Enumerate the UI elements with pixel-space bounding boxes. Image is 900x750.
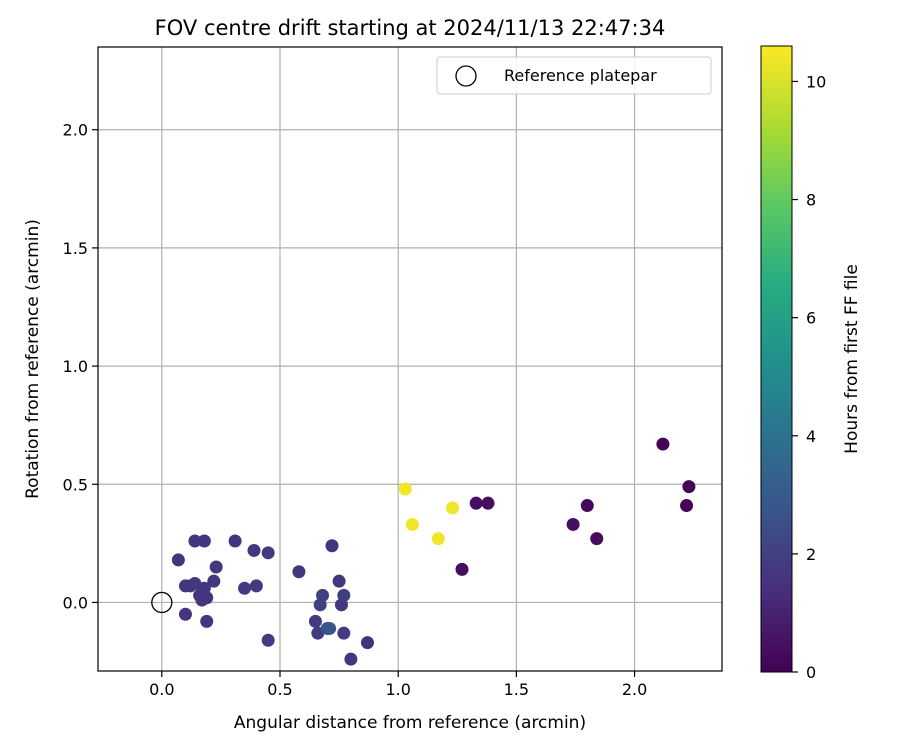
x-tick-label: 0.5 <box>267 680 292 699</box>
colorbar-gradient <box>760 45 793 673</box>
data-point <box>398 482 412 496</box>
data-point <box>171 553 185 567</box>
x-axis-ticks: 0.0 0.5 1.0 1.5 2.0 <box>149 671 647 699</box>
data-point <box>200 591 214 605</box>
data-point <box>292 565 306 579</box>
data-point <box>207 574 221 588</box>
data-point <box>590 532 604 546</box>
data-point <box>344 652 358 666</box>
data-point <box>566 517 580 531</box>
data-point <box>481 496 495 510</box>
data-point <box>247 543 261 557</box>
data-point <box>680 499 694 513</box>
data-point <box>360 636 374 650</box>
data-point <box>238 581 252 595</box>
colorbar-tick-label: 2 <box>806 545 816 564</box>
plot-area <box>98 47 722 671</box>
scatter-points <box>151 437 696 666</box>
data-point <box>337 626 351 640</box>
y-tick-label: 0.0 <box>63 593 88 612</box>
data-point <box>469 496 483 510</box>
y-tick-label: 2.0 <box>63 121 88 140</box>
y-tick-label: 0.5 <box>63 475 88 494</box>
chart-title: FOV centre drift starting at 2024/11/13 … <box>155 16 666 40</box>
data-point <box>446 501 460 515</box>
data-point <box>308 614 322 628</box>
data-point <box>405 517 419 531</box>
data-point <box>323 621 337 635</box>
x-tick-label: 1.0 <box>385 680 410 699</box>
colorbar-ticks: 0 2 4 6 8 10 <box>792 72 826 682</box>
data-point <box>197 534 211 548</box>
data-point <box>325 539 339 553</box>
y-tick-label: 1.5 <box>63 239 88 258</box>
data-point <box>249 579 263 593</box>
colorbar: 0 2 4 6 8 10 Hours from first FF file <box>760 45 862 682</box>
plot-frame <box>97 46 723 672</box>
legend: Reference platepar <box>436 56 712 95</box>
data-point <box>188 534 202 548</box>
data-point <box>580 499 594 513</box>
data-point <box>656 437 670 451</box>
legend-box <box>436 56 712 95</box>
data-point <box>332 574 346 588</box>
colorbar-tick-label: 6 <box>806 309 816 328</box>
data-point <box>455 562 469 576</box>
legend-entry-reference: Reference platepar <box>504 66 657 85</box>
reference-platepar-marker <box>151 591 173 614</box>
data-point <box>261 546 275 560</box>
colorbar-tick-label: 0 <box>806 663 816 682</box>
colorbar-tick-label: 10 <box>806 72 826 91</box>
x-tick-label: 0.0 <box>149 680 174 699</box>
data-point <box>228 534 242 548</box>
data-point <box>337 588 351 602</box>
data-point <box>261 633 275 647</box>
legend-reference-marker <box>455 65 477 87</box>
x-axis-label: Angular distance from reference (arcmin) <box>234 713 586 733</box>
colorbar-tick-label: 4 <box>806 427 816 446</box>
data-point <box>682 480 696 494</box>
data-point <box>316 588 330 602</box>
data-point <box>431 532 445 546</box>
x-tick-label: 2.0 <box>622 680 647 699</box>
y-axis-ticks: 0.0 0.5 1.0 1.5 2.0 <box>63 121 98 612</box>
data-point <box>200 614 214 628</box>
x-tick-label: 1.5 <box>504 680 529 699</box>
colorbar-tick-label: 8 <box>806 191 816 210</box>
data-point <box>178 607 192 621</box>
colorbar-label: Hours from first FF file <box>842 264 862 454</box>
y-tick-label: 1.0 <box>63 357 88 376</box>
data-point <box>209 560 223 574</box>
y-axis-label: Rotation from reference (arcmin) <box>23 219 43 499</box>
